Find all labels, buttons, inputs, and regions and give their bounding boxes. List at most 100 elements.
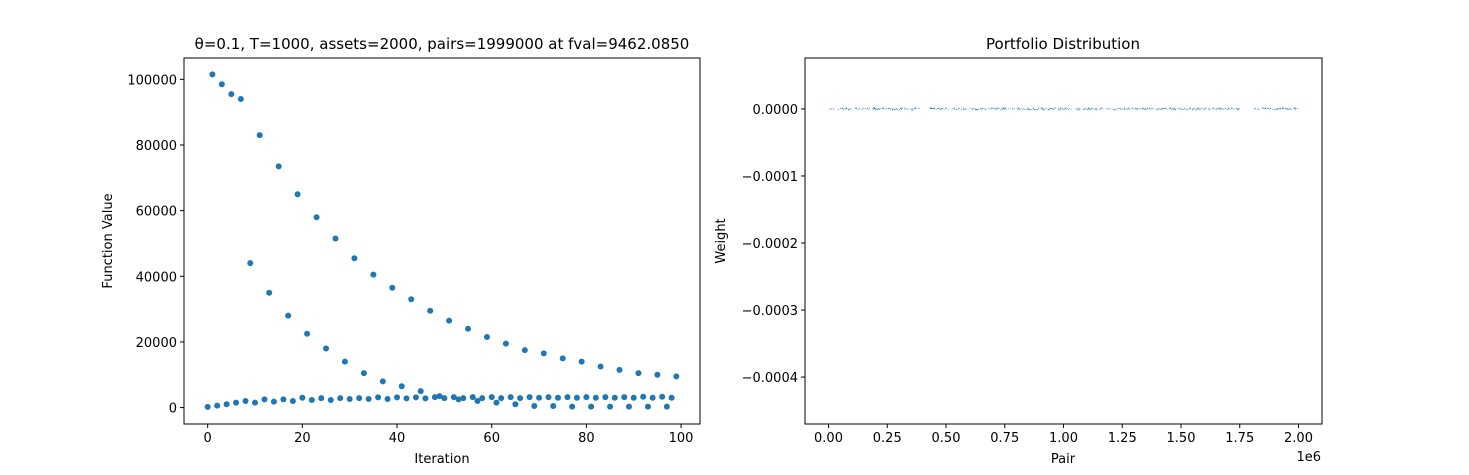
portfolio-y-tick-label: −0.0001: [742, 170, 798, 185]
portfolio-bar: [875, 108, 877, 111]
portfolio-bar: [983, 108, 984, 109]
portfolio-bar: [887, 107, 889, 109]
portfolio-bar: [1028, 108, 1029, 111]
portfolio-bar: [1220, 108, 1222, 110]
portfolio-bar: [1144, 108, 1146, 110]
portfolio-bar: [1137, 108, 1139, 109]
scatter-point: [630, 394, 637, 401]
portfolio-bar: [1233, 108, 1234, 109]
portfolio-bar: [951, 108, 953, 110]
portfolio-bar: [1103, 108, 1105, 109]
portfolio-bar: [1143, 108, 1144, 109]
portfolio-y-tick-label: −0.0003: [742, 304, 798, 319]
portfolio-bar: [938, 107, 940, 109]
portfolio-bar: [1143, 108, 1145, 110]
portfolio-bar: [1035, 108, 1037, 111]
portfolio-bar: [1225, 107, 1226, 109]
portfolio-bar: [1078, 107, 1079, 109]
portfolio-bar: [859, 107, 860, 109]
portfolio-bar: [1221, 108, 1223, 109]
portfolio-bar: [854, 108, 856, 109]
portfolio-bar: [1288, 108, 1290, 110]
portfolio-bar: [915, 108, 917, 109]
scatter-point: [247, 260, 254, 267]
portfolio-bar: [883, 107, 884, 109]
scatter-point: [450, 394, 457, 401]
portfolio-bar: [872, 108, 874, 109]
portfolio-bar: [1200, 108, 1201, 109]
portfolio-bar: [1285, 107, 1287, 109]
portfolio-bar: [1094, 108, 1096, 111]
portfolio-bar: [975, 108, 977, 110]
portfolio-bar: [961, 108, 962, 111]
portfolio-bar: [1062, 108, 1063, 110]
portfolio-bar: [1172, 108, 1174, 111]
portfolio-bar: [1050, 107, 1052, 109]
portfolio-bar: [1276, 108, 1277, 111]
scatter-point: [536, 394, 543, 401]
portfolio-bar: [1029, 108, 1031, 110]
portfolio-bar: [1265, 107, 1266, 109]
portfolio-bar: [1083, 108, 1084, 110]
portfolio-bar: [1279, 108, 1280, 109]
portfolio-bar: [1172, 107, 1173, 109]
portfolio-bar: [1267, 107, 1269, 109]
portfolio-bar: [1290, 108, 1291, 110]
portfolio-bar: [1060, 108, 1062, 110]
portfolio-bar: [1012, 108, 1013, 109]
portfolio-bar: [856, 108, 858, 109]
portfolio-bar: [886, 108, 887, 109]
portfolio-bar: [1109, 108, 1111, 110]
scatter-point: [559, 355, 566, 362]
portfolio-bar: [908, 108, 909, 110]
portfolio-bar: [1018, 107, 1020, 109]
portfolio-bar: [1019, 108, 1020, 111]
portfolio-bar: [1239, 108, 1241, 109]
scatter-point: [237, 96, 244, 103]
portfolio-bar: [1108, 108, 1109, 110]
portfolio-bar: [1288, 108, 1289, 110]
scatter-point: [431, 394, 438, 401]
portfolio-bar: [833, 108, 835, 110]
portfolio-bar: [1017, 108, 1018, 110]
scatter-point: [403, 395, 410, 402]
scatter-x-tick-label: 80: [578, 431, 595, 446]
portfolio-bar: [1227, 108, 1229, 110]
portfolio-bar: [1095, 107, 1097, 109]
portfolio-bar: [1213, 107, 1214, 109]
portfolio-x-tick-label: 1.75: [1225, 431, 1254, 446]
portfolio-bar: [1225, 108, 1227, 109]
portfolio-bar: [1084, 108, 1086, 111]
portfolio-bar: [1287, 108, 1288, 110]
portfolio-bar: [874, 107, 875, 109]
scatter-point: [209, 71, 216, 78]
portfolio-bar: [1091, 107, 1092, 109]
portfolio-x-tick-label: 2.00: [1284, 431, 1313, 446]
portfolio-bar: [1115, 108, 1117, 110]
portfolio-bar: [1047, 108, 1049, 111]
portfolio-bar: [1227, 108, 1228, 110]
scatter-point: [460, 395, 467, 402]
portfolio-bar: [1274, 108, 1275, 111]
scatter-point: [597, 363, 604, 370]
scatter-point: [469, 394, 476, 401]
portfolio-bar: [1295, 107, 1297, 109]
portfolio-bar: [940, 108, 941, 111]
scatter-point: [412, 394, 419, 401]
portfolio-bar: [981, 108, 983, 111]
portfolio-bar: [1028, 108, 1030, 109]
portfolio-bar: [1134, 108, 1136, 110]
portfolio-bar: [880, 108, 881, 109]
portfolio-bar: [929, 107, 931, 109]
portfolio-bar: [1196, 108, 1198, 111]
scatter-point: [408, 296, 415, 303]
scatter-point: [479, 395, 486, 402]
portfolio-bar: [1020, 108, 1022, 109]
scatter-point: [384, 396, 391, 403]
portfolio-bar: [964, 108, 966, 110]
portfolio-bar: [892, 108, 894, 111]
scatter-chart-title: θ=0.1, T=1000, assets=2000, pairs=199900…: [195, 35, 690, 53]
scatter-point: [436, 393, 443, 400]
scatter-point: [299, 394, 306, 401]
portfolio-bar: [1114, 108, 1116, 110]
